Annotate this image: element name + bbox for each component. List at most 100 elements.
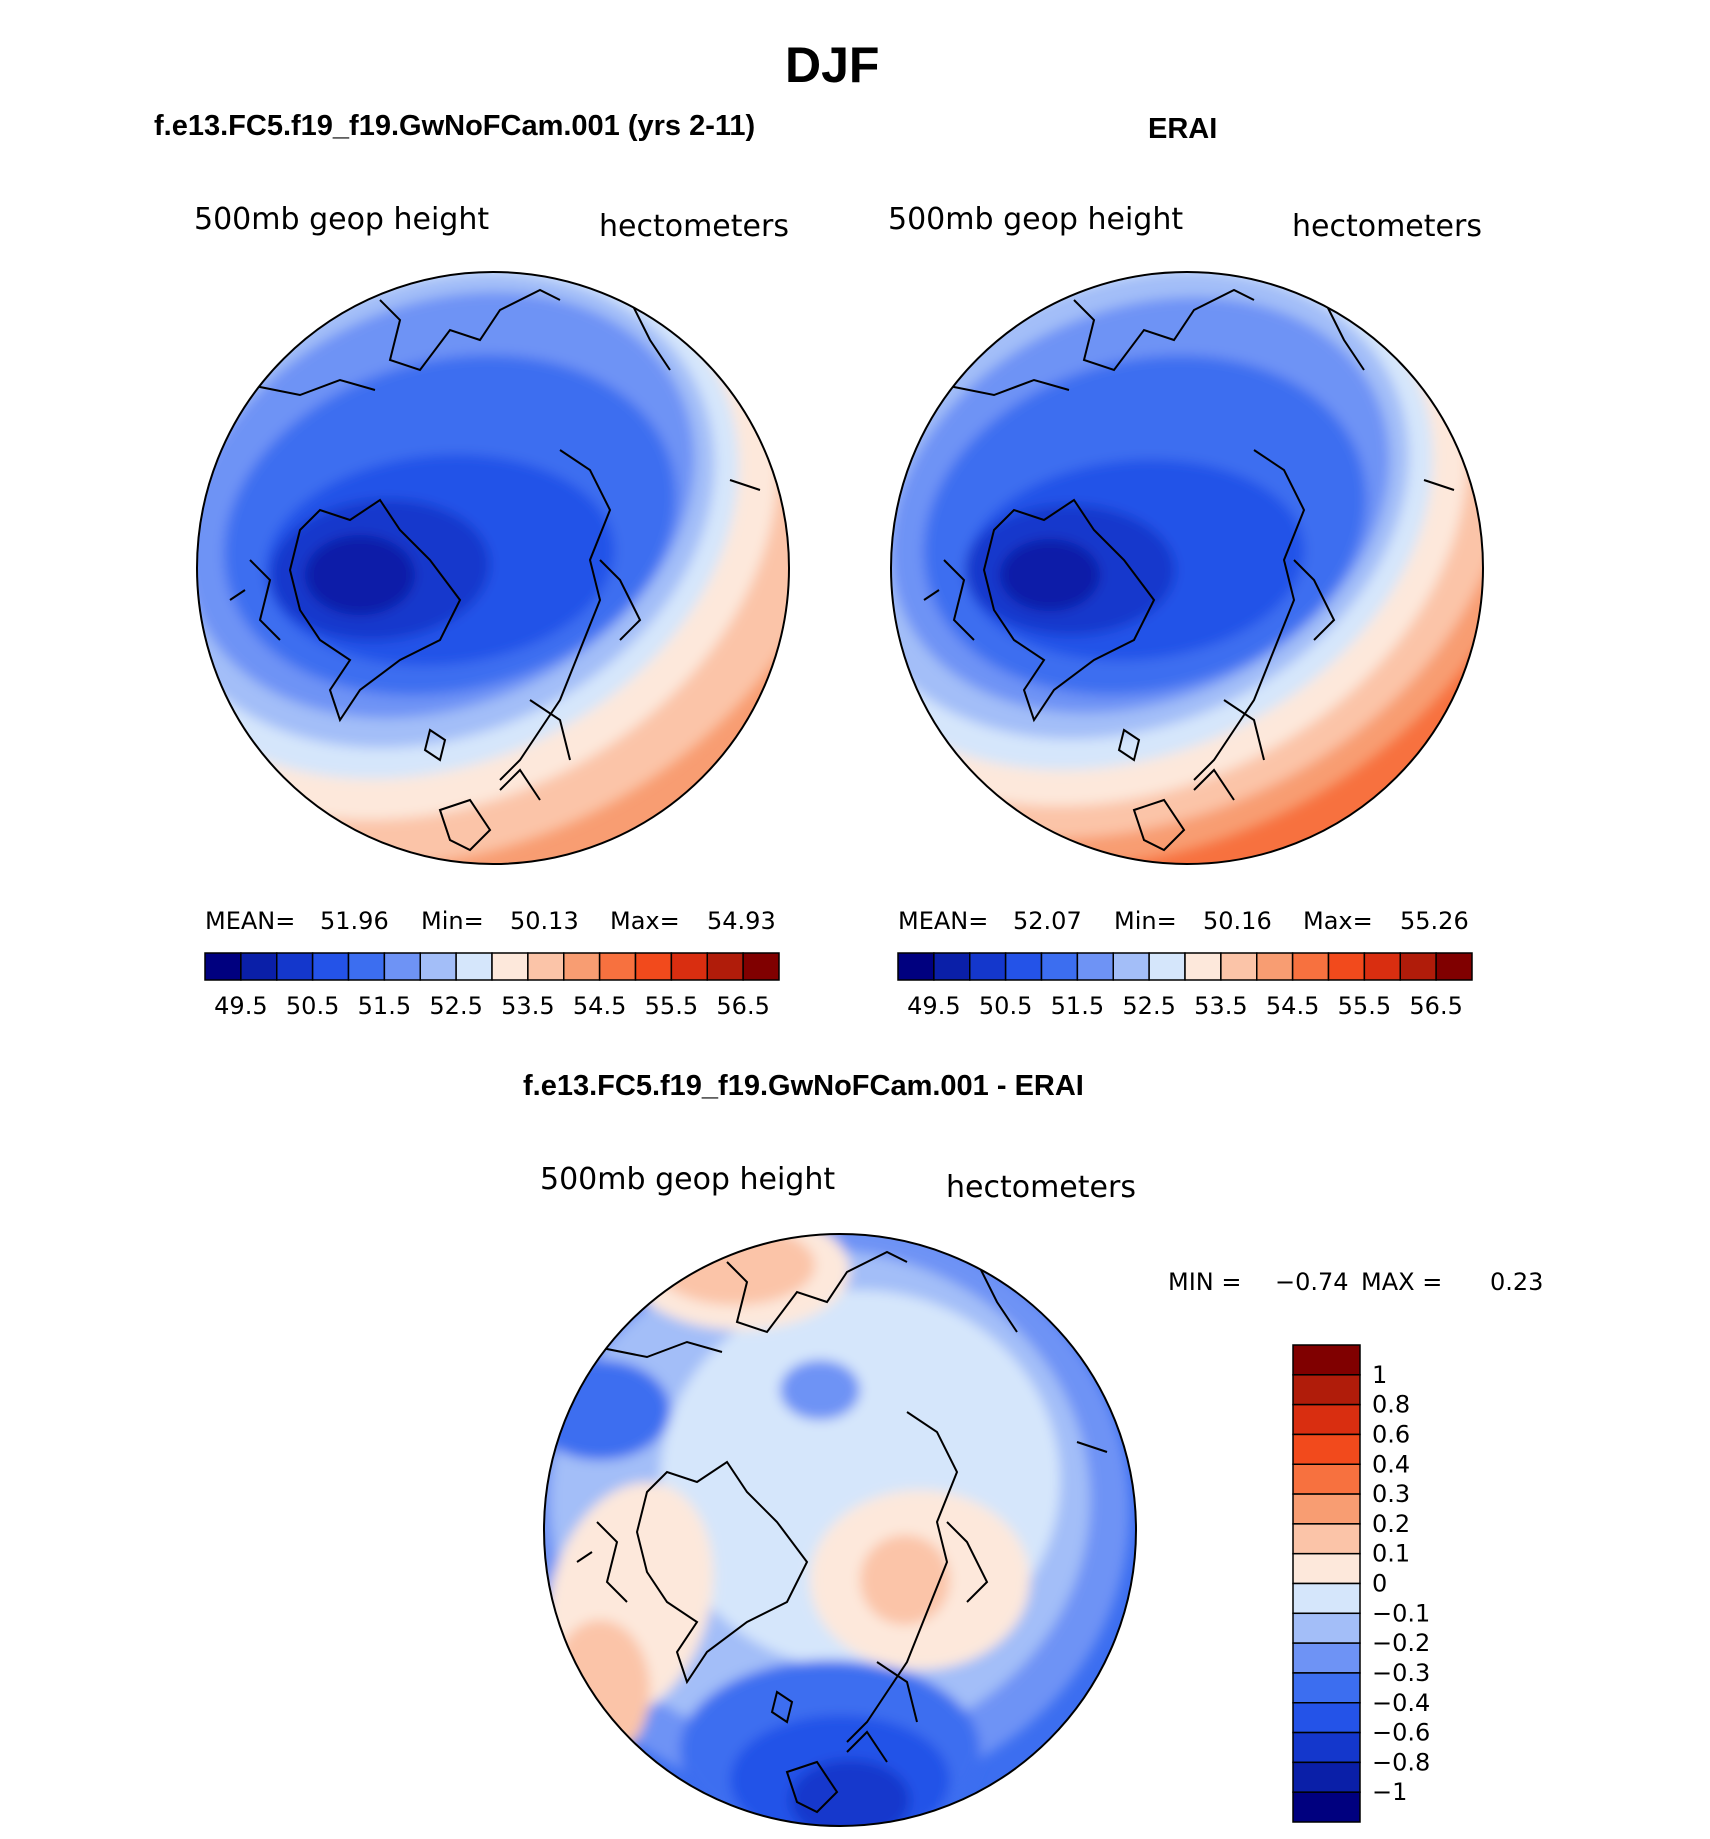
- colorbar-panel1-label: 54.5: [573, 992, 626, 1020]
- panel1-title: f.e13.FC5.f19_f19.GwNoFCam.001 (yrs 2-11…: [154, 110, 756, 142]
- colorbar-panel2-label: 54.5: [1266, 992, 1319, 1020]
- colorbar-panel2-swatch: [1327, 952, 1366, 981]
- colorbar-difference: 10.80.60.40.30.20.10−0.1−0.2−0.3−0.4−0.6…: [1292, 1344, 1430, 1823]
- colorbar-panel1-swatch: [204, 952, 242, 981]
- colorbar-difference-swatch: [1292, 1374, 1361, 1406]
- colorbar-panel1-label: 51.5: [358, 992, 411, 1020]
- colorbar-difference-swatch: [1292, 1672, 1361, 1704]
- colorbar-panel2-swatch: [1076, 952, 1114, 981]
- colorbar-panel2-label: 56.5: [1409, 992, 1462, 1020]
- colorbar-panel1-swatch: [670, 952, 708, 981]
- panel2-title: ERAI: [1148, 113, 1218, 145]
- colorbar-panel1-swatch: [347, 952, 386, 981]
- colorbar-difference-swatch: [1292, 1433, 1361, 1465]
- panel3-max-label: MAX =: [1361, 1268, 1443, 1296]
- colorbar-panel1-swatch: [311, 952, 350, 981]
- map-panel1: [197, 272, 789, 864]
- colorbar-panel2-swatch: [1004, 952, 1043, 981]
- colorbar-panel1-swatch: [742, 952, 780, 981]
- colorbar-panel2-swatch: [1184, 952, 1222, 981]
- colorbar-panel1-label: 50.5: [286, 992, 339, 1020]
- panel2-variable: 500mb geop height: [888, 202, 1184, 237]
- panel3-max-value: 0.23: [1490, 1268, 1544, 1296]
- map-panel1-border: [196, 271, 790, 865]
- colorbar-panel2-swatch: [1363, 952, 1401, 981]
- panel1-units: hectometers: [599, 209, 789, 244]
- colorbar-panel2-swatch: [1435, 952, 1473, 981]
- panel3-units: hectometers: [946, 1170, 1136, 1205]
- panel3-variable: 500mb geop height: [540, 1162, 836, 1197]
- colorbar-difference-label: 0.4: [1372, 1450, 1410, 1478]
- panel3-min-label: MIN =: [1168, 1268, 1242, 1296]
- panel1-min-value: 50.13: [510, 907, 579, 935]
- colorbar-panel1-swatch: [634, 952, 673, 981]
- colorbar-panel2-label: 51.5: [1051, 992, 1104, 1020]
- colorbar-difference-label: −0.4: [1372, 1689, 1430, 1717]
- panel1-max-label: Max=: [610, 907, 680, 935]
- colorbar-difference-label: 0: [1372, 1570, 1387, 1598]
- colorbar-difference-label: −0.6: [1372, 1719, 1430, 1747]
- colorbar-difference-swatch: [1292, 1642, 1361, 1674]
- colorbar-difference-label: −0.1: [1372, 1599, 1430, 1627]
- colorbar-difference-label: 0.1: [1372, 1540, 1410, 1568]
- colorbar-difference-label: −0.2: [1372, 1629, 1430, 1657]
- colorbar-panel2-swatch: [1148, 952, 1186, 981]
- panel3-title: f.e13.FC5.f19_f19.GwNoFCam.001 - ERAI: [523, 1070, 1084, 1102]
- colorbar-panel2-swatch: [933, 952, 971, 981]
- panel1-mean-label: MEAN=: [205, 907, 296, 935]
- panel2-min-label: Min=: [1114, 907, 1177, 935]
- colorbar-panel1-swatch: [240, 952, 278, 981]
- colorbar-difference-label: 0.6: [1372, 1420, 1410, 1448]
- panel2-max-label: Max=: [1303, 907, 1373, 935]
- colorbar-panel2: 49.5 50.5 51.5 52.5 53.5 54.5 55.5 56.5: [897, 952, 1473, 1020]
- colorbar-panel2-swatch: [969, 952, 1007, 981]
- colorbar-difference-label: −0.8: [1372, 1748, 1430, 1776]
- colorbar-difference-swatch: [1292, 1523, 1361, 1555]
- colorbar-difference-label: −1: [1372, 1778, 1407, 1806]
- colorbar-panel1-label: 55.5: [645, 992, 698, 1020]
- colorbar-panel1-swatch: [276, 952, 314, 981]
- colorbar-panel2-swatch: [1256, 952, 1294, 981]
- panel2-mean-label: MEAN=: [898, 907, 989, 935]
- colorbar-difference-label: 0.3: [1372, 1480, 1410, 1508]
- colorbar-panel2-swatch: [1112, 952, 1150, 981]
- colorbar-panel2-swatch: [1040, 952, 1079, 981]
- colorbar-panel1-label: 49.5: [214, 992, 267, 1020]
- colorbar-difference-swatch: [1292, 1344, 1361, 1376]
- panel1-min-label: Min=: [421, 907, 484, 935]
- colorbar-panel1-swatch: [706, 952, 744, 981]
- colorbar-panel1-swatch: [383, 952, 421, 981]
- colorbar-difference-swatch: [1292, 1463, 1361, 1495]
- main-title: DJF: [785, 37, 880, 93]
- panel3-min-value: −0.74: [1275, 1268, 1349, 1296]
- colorbar-difference-swatch: [1292, 1552, 1361, 1585]
- colorbar-panel1-label: 53.5: [501, 992, 554, 1020]
- colorbar-difference-swatch: [1292, 1582, 1361, 1615]
- colorbar-panel2-label: 50.5: [979, 992, 1032, 1020]
- colorbar-panel2-label: 49.5: [907, 992, 960, 1020]
- colorbar-panel1-swatch: [598, 952, 637, 981]
- colorbar-difference-swatch: [1292, 1731, 1361, 1764]
- colorbar-panel2-label: 55.5: [1338, 992, 1391, 1020]
- colorbar-panel1-swatch: [491, 952, 529, 981]
- map-panel3-border: [543, 1233, 1137, 1827]
- colorbar-difference-label: 0.8: [1372, 1391, 1410, 1419]
- panel2-min-value: 50.16: [1203, 907, 1272, 935]
- panel2-units: hectometers: [1292, 209, 1482, 244]
- colorbar-panel1-label: 56.5: [716, 992, 769, 1020]
- colorbar-panel1-swatch: [419, 952, 457, 981]
- colorbar-difference-swatch: [1292, 1493, 1361, 1525]
- map-panel2-border: [890, 271, 1484, 865]
- colorbar-panel2-swatch: [1291, 952, 1330, 981]
- panel1-mean-value: 51.96: [320, 907, 389, 935]
- colorbar-panel2-label: 52.5: [1122, 992, 1175, 1020]
- colorbar-difference-label: 0.2: [1372, 1510, 1410, 1538]
- colorbar-panel1-swatch: [563, 952, 601, 981]
- panel1-variable: 500mb geop height: [194, 202, 490, 237]
- colorbar-panel2-label: 53.5: [1194, 992, 1247, 1020]
- colorbar-panel2-swatch: [897, 952, 935, 981]
- panel2-max-value: 55.26: [1400, 907, 1469, 935]
- panel2-mean-value: 52.07: [1013, 907, 1082, 935]
- colorbar-panel2-swatch: [1220, 952, 1258, 981]
